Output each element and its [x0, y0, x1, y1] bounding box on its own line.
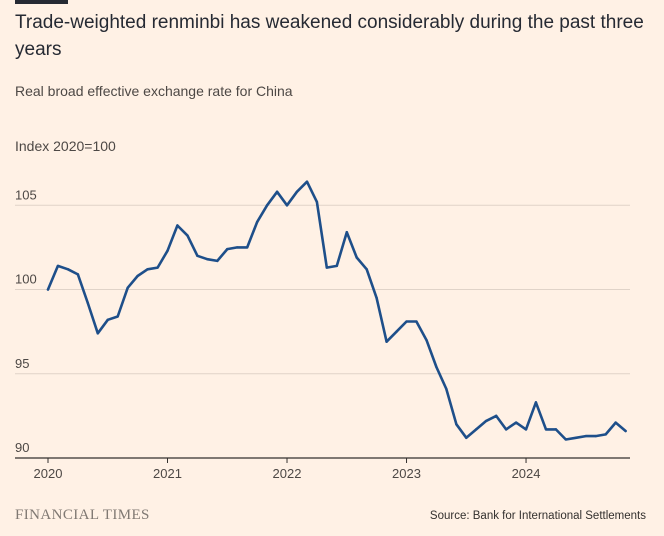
data-point	[474, 428, 478, 431]
data-point	[285, 204, 289, 207]
data-point	[46, 288, 50, 291]
ft-logo-text: FINANCIAL TIMES	[15, 507, 150, 523]
data-point	[235, 246, 239, 249]
data-point	[355, 256, 358, 259]
data-point	[166, 249, 169, 252]
data-point	[504, 428, 508, 431]
data-point	[564, 438, 568, 441]
data-point	[584, 434, 587, 438]
gridlines	[15, 204, 630, 459]
data-point	[146, 268, 149, 271]
data-point	[226, 247, 229, 251]
x-tick-label: 2021	[153, 466, 182, 481]
y-axis-unit-label: Index 2020=100	[15, 138, 116, 154]
y-tick-label: 95	[15, 356, 29, 371]
data-point	[176, 224, 179, 227]
x-tick-label: 2024	[512, 466, 541, 481]
data-point	[385, 340, 388, 343]
data-point	[216, 259, 219, 263]
data-point	[614, 421, 617, 424]
data-point	[126, 286, 129, 290]
data-point	[76, 273, 80, 276]
data-point	[534, 401, 538, 404]
data-point	[66, 268, 70, 271]
data-point	[375, 296, 378, 300]
data-point	[275, 190, 279, 193]
data-point	[514, 421, 518, 424]
series-layer	[46, 180, 627, 441]
data-point	[206, 257, 209, 261]
data-point	[435, 365, 438, 369]
chart-title: Trade-weighted renminbi has weakened con…	[15, 12, 644, 60]
data-point	[485, 419, 488, 423]
series-line	[46, 180, 627, 441]
data-point	[196, 254, 199, 258]
data-point	[524, 428, 528, 431]
data-point	[445, 387, 448, 391]
x-tick-label: 2022	[273, 466, 302, 481]
data-point	[594, 434, 597, 438]
y-tick-label: 105	[15, 187, 37, 202]
data-point	[136, 274, 139, 278]
data-point	[405, 320, 408, 323]
data-point	[96, 332, 100, 335]
data-point	[325, 266, 329, 269]
data-point	[425, 338, 428, 342]
data-point	[554, 428, 558, 431]
data-point	[265, 204, 269, 207]
x-tick-label: 2023	[392, 466, 421, 481]
y-tick-labels: 90 95 100 105	[15, 187, 37, 455]
x-axis-ticks: 2020 2021 2022 2023 2024	[34, 458, 541, 481]
data-point	[86, 301, 89, 305]
data-point	[255, 220, 259, 224]
data-point	[106, 318, 109, 322]
data-point	[246, 246, 249, 249]
data-point	[465, 436, 468, 439]
y-tick-label: 100	[15, 272, 37, 287]
data-point	[116, 315, 119, 318]
data-point	[345, 231, 348, 234]
data-point	[305, 180, 309, 183]
chart-subtitle: Real broad effective exchange rate for C…	[15, 83, 293, 99]
data-point	[56, 264, 60, 268]
data-point	[335, 264, 339, 268]
x-tick-label: 2020	[34, 466, 63, 481]
data-point	[494, 414, 498, 418]
data-point	[624, 429, 627, 433]
data-point	[395, 330, 398, 333]
data-point	[415, 320, 418, 323]
data-point	[186, 234, 189, 237]
data-point	[544, 428, 548, 431]
y-tick-label: 90	[15, 440, 29, 455]
data-point	[574, 436, 578, 439]
data-point	[455, 423, 458, 426]
data-point	[295, 190, 299, 193]
data-point	[156, 266, 159, 269]
data-point	[365, 268, 368, 271]
source-note: Source: Bank for International Settlemen…	[429, 510, 646, 522]
data-point	[315, 200, 319, 204]
top-accent-bar	[15, 0, 68, 4]
data-point	[604, 433, 607, 436]
